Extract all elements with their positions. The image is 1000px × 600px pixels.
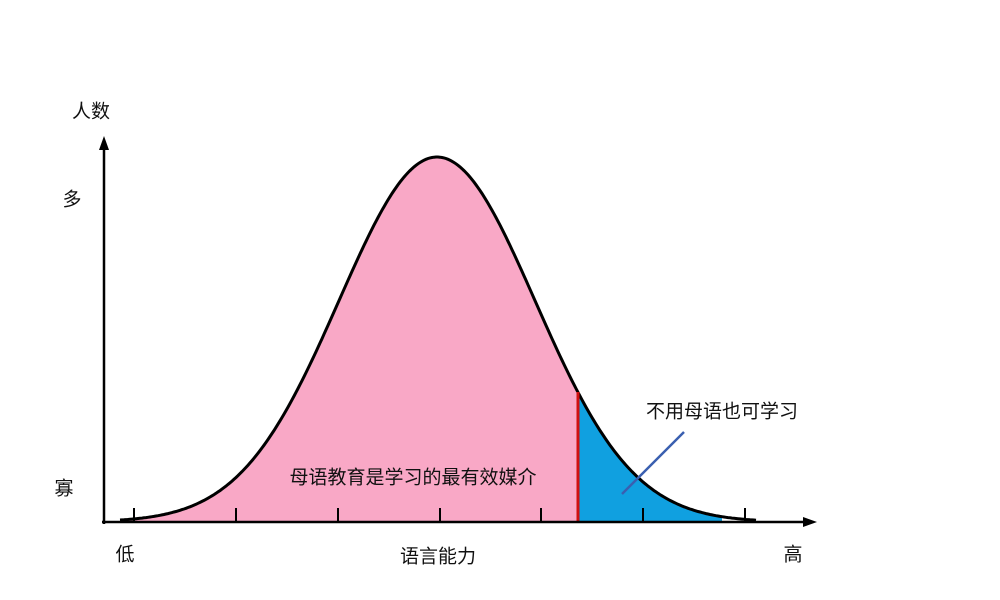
x-arrow xyxy=(803,517,817,527)
callout-line xyxy=(621,431,685,495)
y-arrow xyxy=(99,136,109,150)
tail-region-label: 不用母语也可学习 xyxy=(646,401,798,423)
x-low-label: 低 xyxy=(115,544,134,566)
main-region-label: 母语教育是学习的最有效媒介 xyxy=(289,467,536,489)
y-low-label: 寡 xyxy=(54,478,73,500)
x-high-label: 高 xyxy=(783,544,802,566)
bell-curve xyxy=(119,155,757,522)
y-axis-title: 人数 xyxy=(72,101,110,123)
majority-area xyxy=(120,157,578,522)
y-high-label: 多 xyxy=(62,189,81,211)
x-axis-title: 语言能力 xyxy=(400,546,476,568)
tail-area xyxy=(578,392,722,522)
axis-ticks xyxy=(133,508,746,522)
